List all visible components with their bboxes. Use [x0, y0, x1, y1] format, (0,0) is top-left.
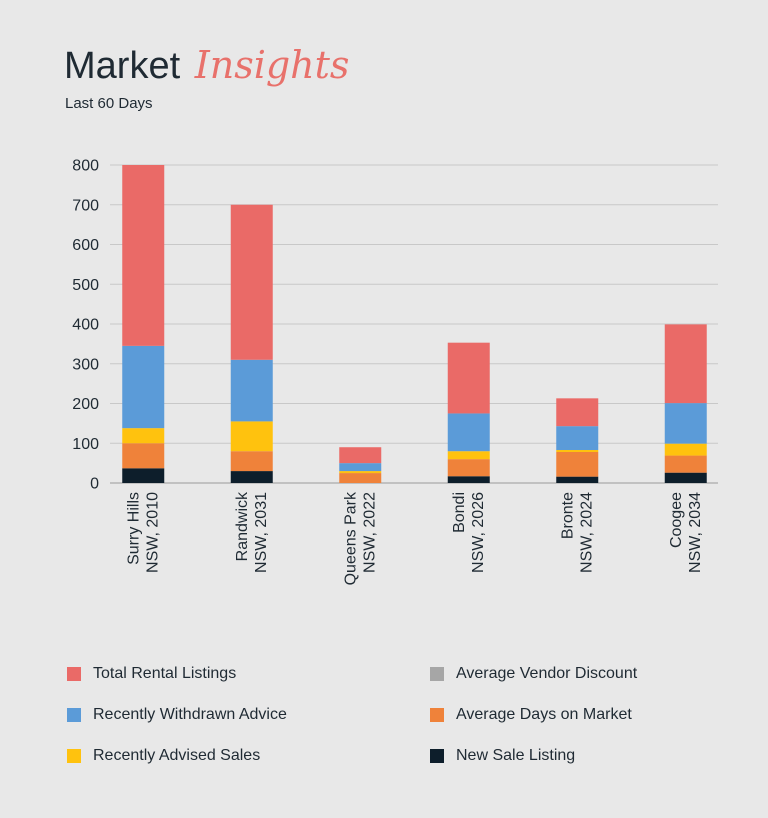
- bar-segment-new-sale-listing: [230, 471, 273, 483]
- legend-swatch: [430, 708, 444, 722]
- bar-segment-recently-withdrawn-advice: [664, 403, 707, 444]
- bar-segment-total-rental-listings: [447, 342, 490, 414]
- bar-segment-new-sale-listing: [447, 476, 490, 483]
- bar-segment-total-rental-listings: [122, 165, 165, 346]
- bar-segment-total-rental-listings: [556, 398, 599, 427]
- legend-item-recently-withdrawn-advice: Recently Withdrawn Advice: [67, 703, 287, 727]
- legend-swatch: [430, 667, 444, 681]
- bar-segment-recently-advised-sales: [230, 421, 273, 452]
- bar-segment-new-sale-listing: [556, 476, 599, 483]
- legend-label: Average Vendor Discount: [456, 665, 638, 682]
- legend-swatch: [67, 708, 81, 722]
- y-tick-label: 600: [72, 237, 99, 254]
- bar-segment-recently-withdrawn-advice: [447, 413, 490, 452]
- bar-segment-recently-withdrawn-advice: [339, 463, 382, 472]
- bar-segment-average-days-on-market: [122, 443, 165, 469]
- bar-segment-total-rental-listings: [664, 324, 707, 404]
- bar-segment-average-days-on-market: [447, 459, 490, 477]
- x-tick-label-line: Coogee: [668, 492, 685, 548]
- bar-segment-total-rental-listings: [339, 447, 382, 464]
- x-tick-label-line: Queens Park: [342, 491, 359, 585]
- bar-segment-recently-advised-sales: [122, 428, 165, 444]
- x-tick-label: Randwick NSW, 2031: [234, 491, 270, 573]
- legend-item-new-sale-listing: New Sale Listing: [430, 744, 575, 768]
- x-tick-label: Bondi NSW, 2026: [451, 492, 487, 573]
- bar-segment-average-days-on-market: [230, 451, 273, 472]
- y-tick-label: 200: [72, 396, 99, 413]
- legend-swatch: [67, 749, 81, 763]
- x-tick-label: Bronte NSW, 2024: [559, 492, 595, 573]
- y-tick-label: 0: [90, 476, 99, 493]
- bar-segment-recently-advised-sales: [339, 471, 382, 474]
- legend-item-average-days-on-market: Average Days on Market: [430, 703, 632, 727]
- bar-segment-total-rental-listings: [230, 204, 273, 360]
- y-tick-label: 700: [72, 197, 99, 214]
- x-tick-label-line: NSW, 2010: [144, 492, 161, 573]
- legend-label: Total Rental Listings: [93, 665, 237, 682]
- x-tick-label: Coogee NSW, 2034: [668, 492, 704, 573]
- title-accent: Insights: [194, 43, 350, 87]
- y-tick-label: 400: [72, 317, 99, 334]
- y-tick-label: 500: [72, 277, 99, 294]
- bar-segment-average-days-on-market: [339, 473, 382, 483]
- bar-segment-new-sale-listing: [122, 468, 165, 483]
- bar-segment-recently-advised-sales: [556, 450, 599, 452]
- x-tick-label-line: Bondi: [451, 492, 468, 533]
- x-tick-label: Queens Park NSW, 2022: [342, 491, 378, 585]
- y-tick-label: 800: [72, 158, 99, 175]
- x-tick-label-line: NSW, 2022: [361, 492, 378, 573]
- bar-segment-new-sale-listing: [664, 472, 707, 483]
- legend-item-average-vendor-discount: Average Vendor Discount: [430, 662, 637, 686]
- x-tick-label-line: Surry Hills: [125, 492, 142, 565]
- legend-item-total-rental-listings: Total Rental Listings: [67, 662, 236, 686]
- legend-label: Average Days on Market: [456, 706, 632, 723]
- title-main: Market: [64, 45, 181, 87]
- x-tick-label-line: NSW, 2024: [578, 492, 595, 573]
- x-tick-label-line: NSW, 2034: [687, 492, 704, 573]
- legend-swatch: [430, 749, 444, 763]
- bar-segment-recently-advised-sales: [447, 451, 490, 460]
- legend-label: Recently Advised Sales: [93, 747, 261, 764]
- bar-segment-average-days-on-market: [556, 451, 599, 477]
- legend-label: New Sale Listing: [456, 747, 576, 764]
- x-tick-label-line: Bronte: [559, 492, 576, 539]
- legend-item-recently-advised-sales: Recently Advised Sales: [67, 744, 260, 768]
- legend-swatch: [67, 667, 81, 681]
- bar-segment-recently-withdrawn-advice: [230, 359, 273, 422]
- bar-segment-recently-advised-sales: [664, 443, 707, 456]
- x-tick-label-line: NSW, 2031: [253, 492, 270, 573]
- bar-segment-average-days-on-market: [664, 455, 707, 473]
- y-tick-label: 100: [72, 436, 99, 453]
- bar-segment-recently-withdrawn-advice: [122, 345, 165, 429]
- y-tick-label: 300: [72, 356, 99, 373]
- legend-label: Recently Withdrawn Advice: [93, 706, 287, 723]
- x-tick-label-line: NSW, 2026: [470, 492, 487, 573]
- x-tick-label-line: Randwick: [234, 491, 251, 561]
- x-tick-label: Surry Hills NSW, 2010: [125, 492, 161, 573]
- bar-segment-recently-withdrawn-advice: [556, 426, 599, 451]
- chart-subtitle: Last 60 Days: [65, 95, 153, 112]
- chart-title: Market Insights: [64, 40, 349, 91]
